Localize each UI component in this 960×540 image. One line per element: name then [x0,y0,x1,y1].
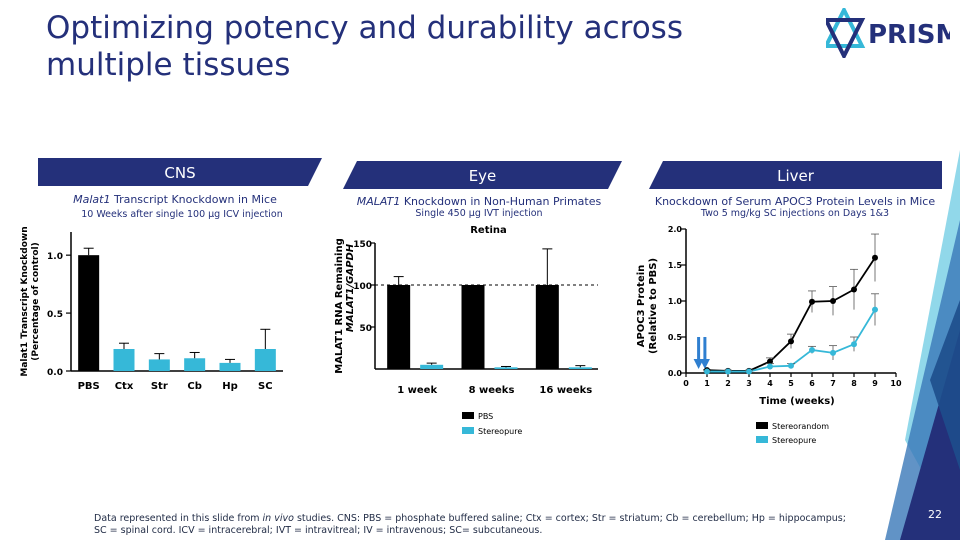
x-tick-label: 16 weeks [539,385,592,396]
x-tick-label: SC [258,381,273,392]
x-tick-label: Ctx [115,381,134,392]
banner-eye-label: Eye [468,167,497,185]
y-tick-label: 1.0 [668,297,683,306]
data-point [830,349,836,356]
data-point [851,286,857,293]
data-point [872,306,878,313]
data-point [725,368,731,375]
y-axis-label: MALAT1 RNA Remaining [334,238,345,373]
bar [461,285,485,369]
cns-panel-title: Malat1 Transcript Knockdown in Mice [73,193,277,206]
bar [184,358,206,371]
y-tick-label: 0.0 [47,368,63,378]
chart-title: Retina [470,225,507,236]
x-tick-label: 8 weeks [469,385,515,396]
y-tick-label: 50 [359,324,372,334]
bar [387,285,411,369]
banner-cns-label: CNS [164,164,196,182]
x-axis-label: Time (weeks) [759,396,834,407]
x-tick-label: 2 [725,379,731,388]
data-point [830,298,836,304]
prism-logo: PRISM [822,5,960,61]
legend-label: Stereorandom [772,422,829,431]
x-tick-label: 6 [809,379,815,388]
y-axis-label: Malat1 Transcript Knockdown(Percentage o… [20,226,41,376]
y-tick-label: 0.0 [668,369,683,378]
bar [568,367,592,369]
liver-panel-title: Knockdown of Serum APOC3 Protein Levels … [654,195,936,208]
y-axis-label: APOC3 Protein [636,265,647,348]
y-tick-label: 100 [353,282,372,292]
data-point [788,362,794,369]
cns-panel-subtitle: 10 Weeks after single 100 µg ICV injecti… [81,209,283,220]
x-tick-label: Str [151,381,168,392]
data-point [788,338,794,345]
liver-line-chart: 0.0 0.5 1.0 1.5 2.0 0 1 2 3 4 5 6 7 8 9 10 Time (weeks) A… [636,225,902,445]
x-tick-label: 9 [872,379,878,388]
data-point [872,254,878,261]
y-axis-label-secondary: (Relative to PBS) [648,258,659,354]
banner-cns: CNS [38,158,322,186]
x-tick-label: PBS [78,381,100,392]
y-tick-label: 150 [353,240,372,250]
x-tick-label: 5 [788,379,794,388]
bar [254,348,276,371]
dosing-arrow-head [693,359,704,369]
x-tick-label: Cb [187,381,202,392]
logo-text: PRISM [868,20,950,50]
y-tick-label: 1.0 [47,252,63,262]
legend-label: PBS [478,412,493,421]
bar [219,362,241,371]
data-point [704,368,710,375]
x-tick-label: 0 [683,379,689,388]
bar [78,255,100,371]
data-point [851,341,857,348]
data-point [767,358,773,365]
y-tick-label: 2.0 [668,225,683,234]
legend-swatch [462,412,474,419]
series-line [706,257,876,372]
page-number: 22 [928,508,942,521]
eye-bar-chart: Retina 50 100 150 1 week 8 weeks 16 weeks MALAT… [334,225,598,436]
legend-swatch [756,422,768,429]
y-tick-label: 0.5 [668,333,683,342]
banner-eye: Eye [343,161,622,189]
bar [148,359,170,371]
y-axis-label-secondary: MALAT1/GAPDH [345,243,356,332]
data-point [767,363,773,370]
x-tick-label: 4 [767,379,773,388]
x-tick-label: 7 [830,379,836,388]
x-tick-label: 10 [890,379,902,388]
x-tick-label: Hp [222,381,238,392]
data-point [809,298,815,305]
y-tick-label: 1.5 [668,261,683,270]
x-tick-label: 1 [704,379,710,388]
x-tick-label: 8 [851,379,857,388]
dosing-arrow-head [699,359,710,369]
legend-swatch [756,436,768,443]
bar [494,367,518,369]
data-point [746,368,752,375]
eye-panel-subtitle: Single 450 µg IVT injection [415,208,543,219]
bar [113,348,135,371]
legend-label: Stereopure [772,436,816,445]
bar [535,285,559,369]
banner-liver: Liver [649,161,942,189]
page-title: Optimizing potency and durability across… [46,10,683,83]
eye-panel-title: MALAT1 Knockdown in Non-Human Primates [356,195,602,208]
bar [420,364,444,369]
footnote: Data represented in this slide from in v… [94,513,846,536]
legend-label: Stereopure [478,427,522,436]
banner-liver-label: Liver [777,167,814,185]
x-tick-label: 1 week [397,385,437,396]
data-point [809,346,815,353]
cns-bar-chart: 0.0 0.5 1.0 PBS Ctx Str Cb Hp SC Malat1 Transcrip… [20,226,283,392]
prism-logo-mark-icon [822,5,866,61]
liver-panel-subtitle: Two 5 mg/kg SC injections on Days 1&3 [700,208,890,219]
x-tick-label: 3 [746,379,752,388]
legend-swatch [462,427,474,434]
y-tick-label: 0.5 [47,310,63,320]
